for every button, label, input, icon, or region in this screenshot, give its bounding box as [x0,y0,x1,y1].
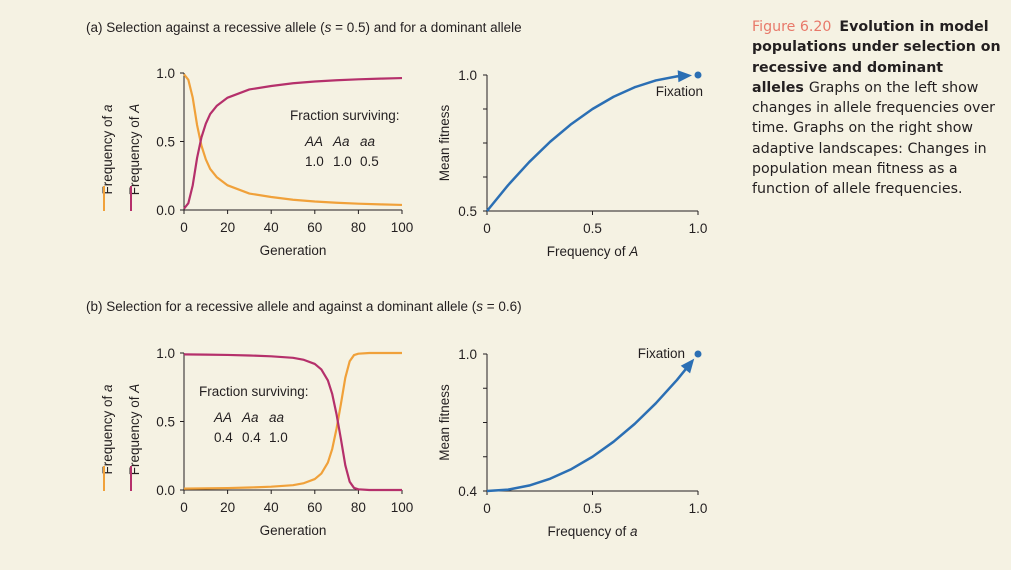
panel-a-title-part: = 0.5) and for a dominant allele [331,20,522,35]
y-tick-label: 1.0 [458,347,477,362]
inset-title: Fraction surviving: [290,108,400,123]
figure-caption: Figure 6.20 Evolution in model population… [752,17,1002,200]
panel-b-title: (b) Selection for a recessive allele and… [86,299,522,314]
y-tick-label: 0.0 [156,203,175,218]
y-tick-label: 0.4 [458,484,477,499]
x-tick-label: 60 [307,500,322,515]
x-axis-label: Generation [260,523,327,538]
x-tick-label: 0 [180,220,188,235]
y-axis-label: Frequency of a [100,384,115,475]
inset-genotype: AA [304,134,323,149]
inset-value: 1.0 [269,430,288,445]
inset-value: 0.4 [242,430,261,445]
x-tick-label: 0 [180,500,188,515]
panel-b-title-part: (b) Selection for a recessive allele and… [86,299,477,314]
y-axis-label: Frequency of a [100,104,115,195]
caption-title: Evolution in model populations under sel… [752,19,1001,96]
inset-genotype: Aa [332,134,350,149]
x-tick-label: 60 [307,220,322,235]
inset-value: 0.4 [214,430,233,445]
inset-value: 1.0 [333,154,352,169]
series-line-freq_A [183,76,403,210]
y-tick-label: 1.0 [156,346,175,361]
inset-genotype: Aa [241,410,259,425]
panel-a-title: (a) Selection against a recessive allele… [86,20,522,35]
x-tick-label: 20 [220,220,235,235]
x-tick-label: 1.0 [689,501,708,516]
inset-title: Fraction surviving: [199,384,309,399]
x-tick-label: 40 [264,220,279,235]
y-tick-label: 0.5 [156,415,175,430]
inset-genotype: AA [213,410,232,425]
y-tick-label: 1.0 [458,68,477,83]
x-axis-label: Generation [260,243,327,258]
x-axis-label: Frequency of A [547,244,639,259]
inset-value: 1.0 [305,154,324,169]
x-tick-label: 100 [391,220,414,235]
panel-a-title-symbol: s [324,20,332,35]
panel-b-title-part: = 0.6) [482,299,522,314]
x-axis-label: Frequency of a [547,524,638,539]
fitness-curve [486,364,690,493]
panel-b-title-symbol: s [476,299,483,314]
series-line-freq_a [183,73,403,207]
x-tick-label: 80 [351,500,366,515]
fixation-label: Fixation [656,84,703,99]
x-tick-label: 1.0 [689,221,708,236]
inset-genotype: aa [269,410,285,425]
panel-a-title-part: (a) Selection against a recessive allele… [86,20,325,35]
y-tick-label: 0.5 [458,204,477,219]
x-tick-label: 20 [220,500,235,515]
y-tick-label: 0.5 [156,135,175,150]
x-tick-label: 0 [483,501,491,516]
fixation-point [694,350,702,358]
inset-value: 0.5 [360,154,379,169]
x-tick-label: 40 [264,500,279,515]
fixation-arrowhead [680,358,695,374]
y-axis-label: Frequency of A [127,384,142,476]
y-axis-label: Mean fitness [437,104,452,181]
y-axis-label: Mean fitness [437,384,452,461]
fixation-arrowhead [677,70,693,83]
series-line-freq_a [183,351,402,490]
x-tick-label: 0.5 [583,501,602,516]
x-tick-label: 80 [351,220,366,235]
y-axis-label: Frequency of A [127,104,142,196]
x-tick-label: 0.5 [583,221,602,236]
fixation-point [694,71,702,79]
caption-body: Graphs on the left show changes in allel… [752,79,996,198]
fixation-label: Fixation [638,346,685,361]
figure-number: Figure 6.20 [752,19,832,35]
inset-genotype: aa [360,134,376,149]
y-tick-label: 1.0 [156,66,175,81]
series-line-freq_A [183,353,402,492]
x-tick-label: 100 [391,500,414,515]
x-tick-label: 0 [483,221,491,236]
y-tick-label: 0.0 [156,483,175,498]
fitness-curve [486,74,684,212]
